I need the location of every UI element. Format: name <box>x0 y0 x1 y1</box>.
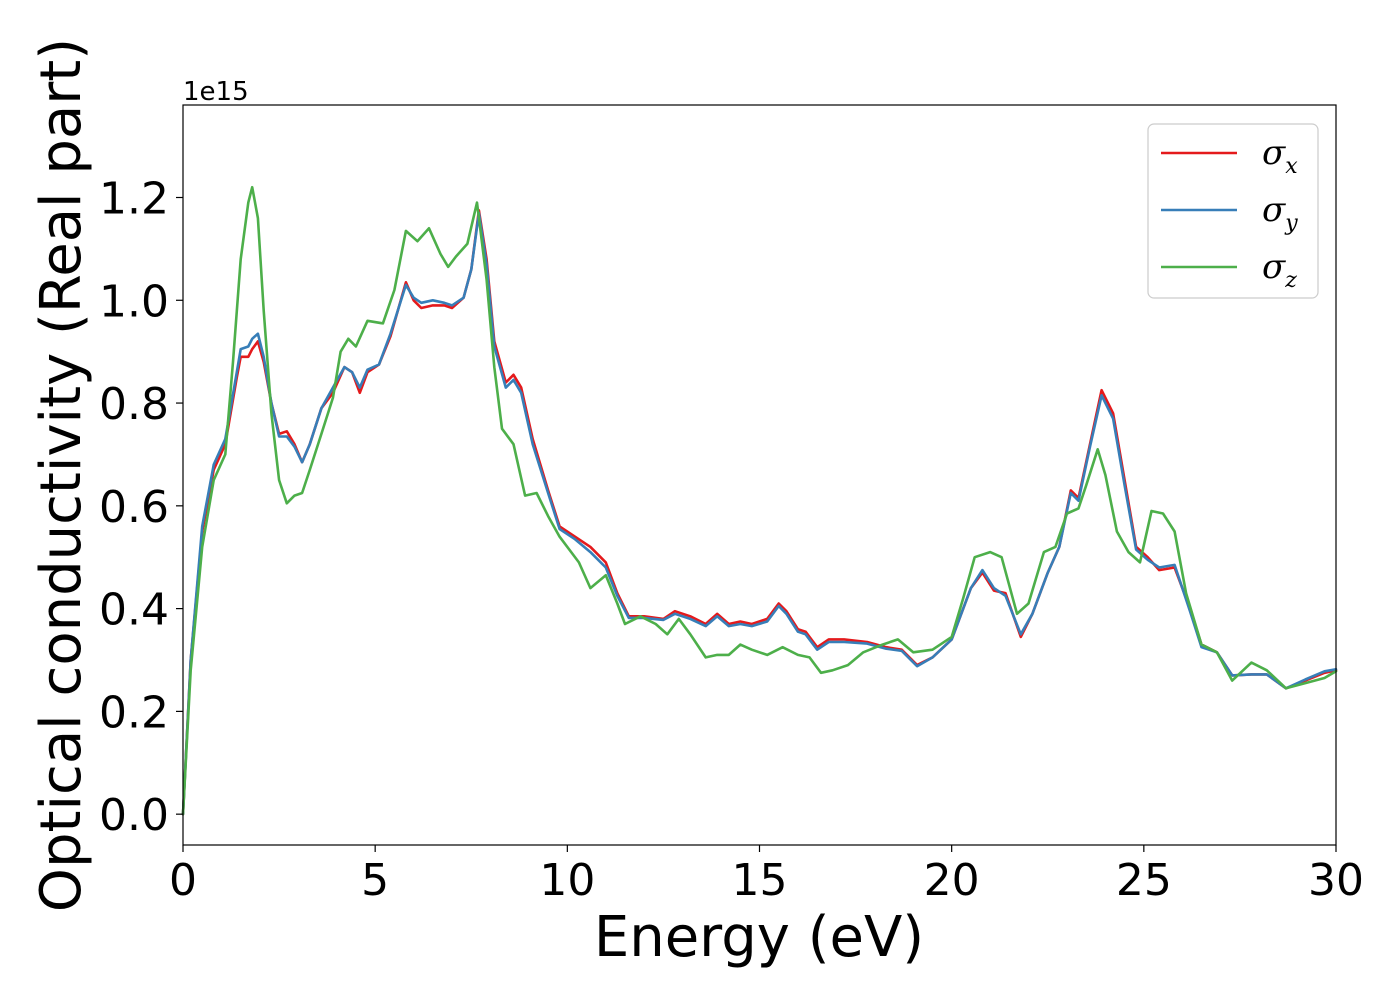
x-axis-ticks: 0 5 10 15 20 25 30 <box>169 845 1364 906</box>
series-line-z <box>181 185 1338 816</box>
x-tick-label: 10 <box>539 855 595 906</box>
y-tick-label: 0.0 <box>99 790 169 841</box>
y-axis-title: Optical conductivity (Real part) <box>29 38 94 912</box>
legend-subscript: x <box>1285 154 1298 179</box>
x-tick-label: 30 <box>1308 855 1364 906</box>
x-tick-label: 5 <box>361 855 389 906</box>
series-line-y <box>181 211 1338 816</box>
y-tick-label: 0.4 <box>99 585 169 636</box>
y-tick-label: 0.6 <box>99 482 169 533</box>
x-tick-label: 15 <box>732 855 788 906</box>
x-axis-title: Energy (eV) <box>594 905 924 970</box>
legend-subscript: y <box>1284 211 1298 236</box>
legend-subscript: z <box>1284 268 1297 293</box>
y-tick-label: 0.8 <box>99 379 169 430</box>
series-lines <box>181 185 1338 816</box>
plot-background <box>183 105 1336 845</box>
y-axis-ticks: 0.0 0.2 0.4 0.6 0.8 1.0 1.2 <box>99 174 183 841</box>
x-tick-label: 0 <box>169 855 197 906</box>
x-tick-label: 20 <box>924 855 980 906</box>
x-tick-label: 25 <box>1116 855 1172 906</box>
y-offset-label: 1e15 <box>183 77 249 107</box>
y-tick-label: 0.2 <box>99 687 169 738</box>
y-tick-label: 1.2 <box>99 174 169 225</box>
y-tick-label: 1.0 <box>99 276 169 327</box>
